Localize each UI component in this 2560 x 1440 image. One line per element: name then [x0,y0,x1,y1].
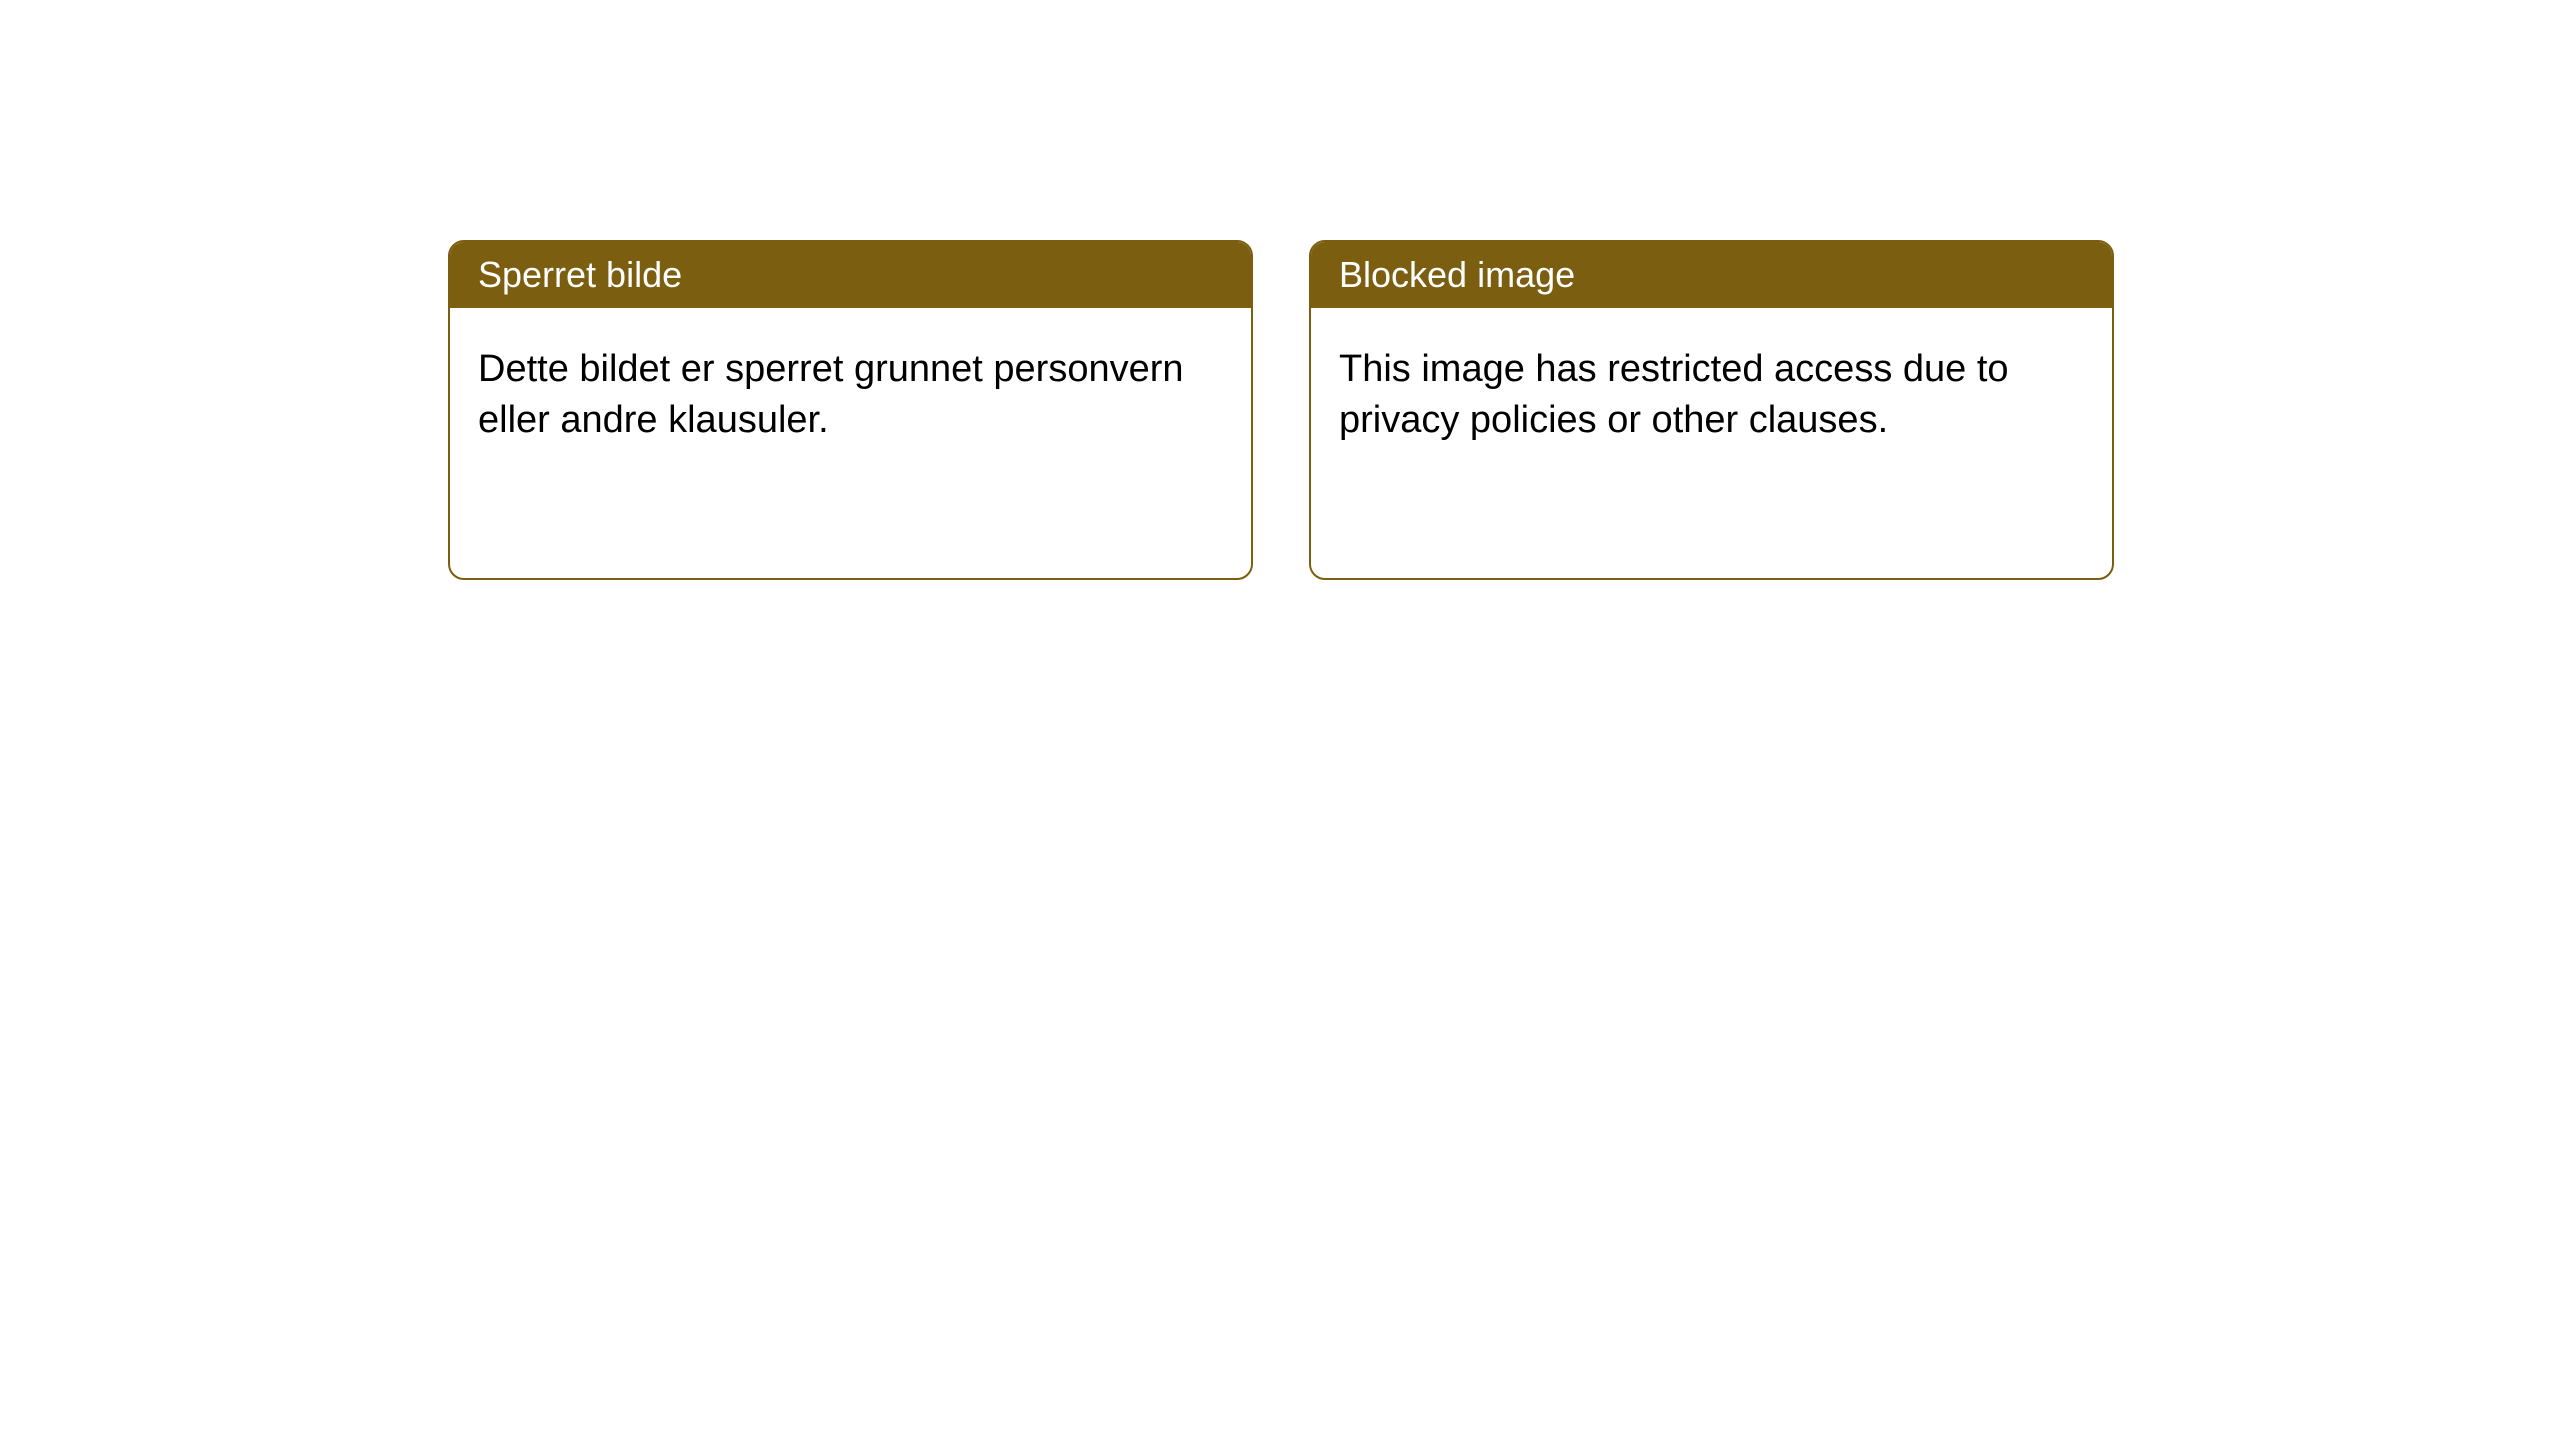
card-message-en: This image has restricted access due to … [1339,344,2084,447]
card-header-en: Blocked image [1311,242,2112,308]
blocked-image-card-no: Sperret bilde Dette bildet er sperret gr… [448,240,1253,580]
card-message-no: Dette bildet er sperret grunnet personve… [478,344,1223,447]
card-title-en: Blocked image [1339,254,1575,295]
blocked-image-card-en: Blocked image This image has restricted … [1309,240,2114,580]
card-body-no: Dette bildet er sperret grunnet personve… [450,308,1251,578]
card-body-en: This image has restricted access due to … [1311,308,2112,578]
card-title-no: Sperret bilde [478,254,682,295]
notice-container: Sperret bilde Dette bildet er sperret gr… [0,0,2560,580]
card-header-no: Sperret bilde [450,242,1251,308]
